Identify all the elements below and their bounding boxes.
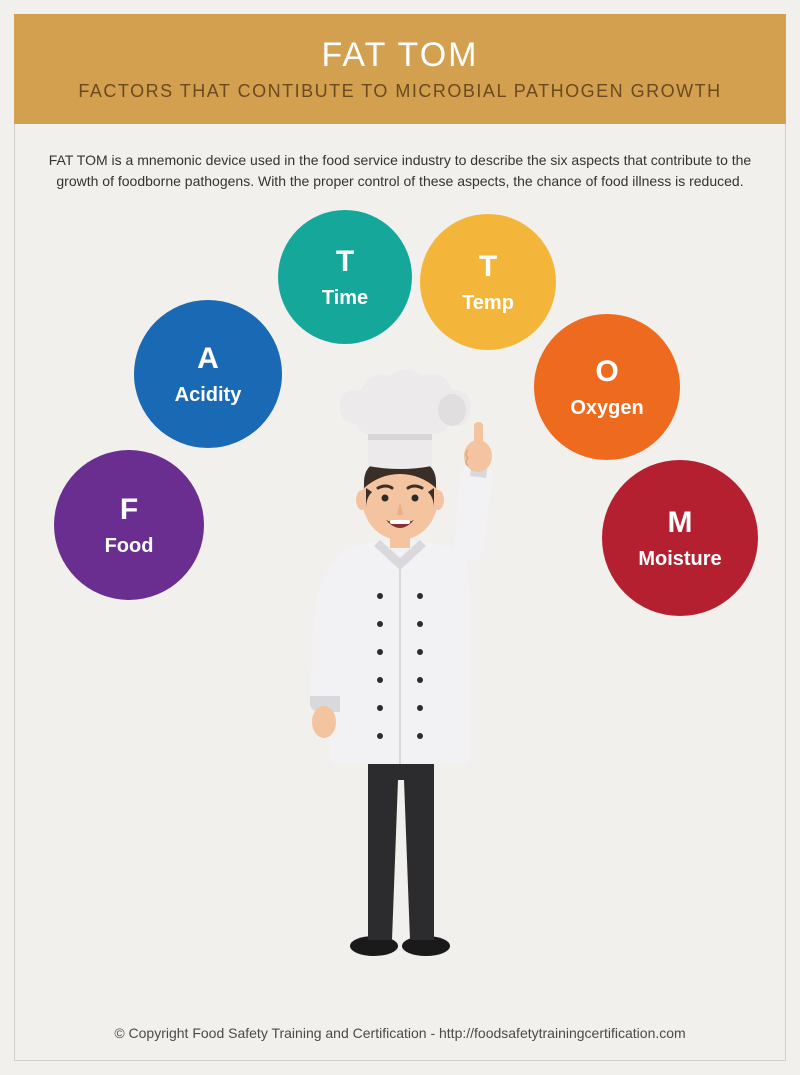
factor-circle-food: F Food bbox=[54, 450, 204, 600]
header: FAT TOM FACTORS THAT CONTIBUTE TO MICROB… bbox=[14, 14, 786, 124]
factor-word: Temp bbox=[462, 292, 514, 315]
chef-illustration bbox=[270, 370, 530, 970]
factor-letter: T bbox=[479, 250, 497, 284]
factor-circle-moisture: M Moisture bbox=[602, 460, 758, 616]
factor-letter: F bbox=[120, 493, 138, 527]
factor-word: Oxygen bbox=[570, 397, 643, 420]
factor-letter: M bbox=[668, 506, 693, 540]
page-subtitle: FACTORS THAT CONTIBUTE TO MICROBIAL PATH… bbox=[78, 81, 721, 102]
footer-text: © Copyright Food Safety Training and Cer… bbox=[0, 1025, 800, 1041]
intro-text: FAT TOM is a mnemonic device used in the… bbox=[40, 150, 760, 192]
factor-word: Moisture bbox=[638, 548, 721, 571]
factor-word: Acidity bbox=[175, 384, 242, 407]
factor-word: Time bbox=[322, 287, 368, 310]
factor-circle-temp: T Temp bbox=[420, 214, 556, 350]
factor-letter: T bbox=[336, 245, 354, 279]
factor-word: Food bbox=[105, 535, 154, 558]
factor-letter: O bbox=[595, 355, 618, 389]
factor-circle-acidity: A Acidity bbox=[134, 300, 282, 448]
page-title: FAT TOM bbox=[322, 36, 479, 75]
factor-circle-time: T Time bbox=[278, 210, 412, 344]
factor-circle-oxygen: O Oxygen bbox=[534, 314, 680, 460]
factor-letter: A bbox=[197, 342, 219, 376]
